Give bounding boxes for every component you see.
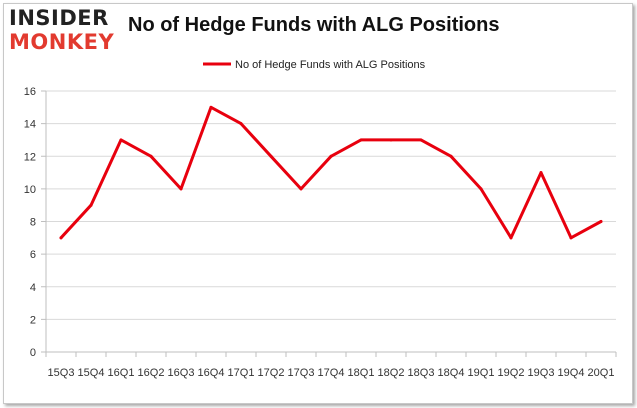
data-point (539, 171, 543, 175)
x-tick-label: 18Q2 (378, 367, 405, 379)
insider-monkey-logo: INSIDER MONKEY (9, 6, 119, 54)
y-tick-label: 6 (30, 249, 36, 261)
x-tick-label: 17Q1 (228, 367, 255, 379)
data-point (509, 236, 513, 240)
axes (41, 90, 617, 357)
x-tick-label: 16Q3 (168, 367, 195, 379)
y-tick-label: 0 (30, 347, 36, 359)
series-line (59, 105, 603, 240)
y-tick-label: 10 (24, 184, 36, 196)
y-tick-label: 8 (30, 217, 36, 229)
data-point (59, 236, 63, 240)
data-point (479, 187, 483, 191)
data-point (419, 138, 423, 142)
x-tick-label: 15Q3 (48, 367, 75, 379)
legend: No of Hedge Funds with ALG Positions (203, 59, 426, 71)
x-tick-label: 20Q1 (588, 367, 615, 379)
x-tick-label: 16Q4 (198, 367, 225, 379)
logo-line-1: INSIDER (9, 6, 109, 30)
y-tick-label: 4 (30, 282, 36, 294)
data-point (239, 122, 243, 126)
data-point (299, 187, 303, 191)
x-tick-label: 17Q4 (318, 367, 345, 379)
x-tick-label: 17Q2 (258, 367, 285, 379)
x-tick-label: 18Q1 (348, 367, 375, 379)
data-point (119, 138, 123, 142)
x-tick-labels: 15Q3 15Q4 16Q1 16Q2 16Q3 16Q4 17Q1 17Q2 17Q3 17Q4… (48, 367, 615, 379)
y-tick-label: 14 (24, 119, 36, 131)
x-tick-label: 18Q4 (438, 367, 465, 379)
x-tick-label: 19Q2 (498, 367, 525, 379)
data-point (329, 154, 333, 158)
y-tick-label: 16 (24, 86, 36, 98)
y-tick-labels: 0 2 4 6 8 10 12 14 16 (24, 86, 36, 359)
data-point (599, 220, 603, 223)
data-point (389, 138, 393, 142)
x-tick-label: 16Q1 (108, 367, 135, 379)
x-tick-label: 15Q4 (78, 367, 105, 379)
x-tick-label: 19Q1 (468, 367, 495, 379)
series (59, 105, 603, 240)
data-point (89, 203, 93, 207)
chart-title: No of Hedge Funds with ALG Positions (128, 14, 500, 36)
x-tick-label: 19Q4 (558, 367, 585, 379)
data-point (359, 138, 363, 142)
y-tick-label: 12 (24, 151, 36, 163)
y-tick-label: 2 (30, 314, 36, 326)
gridlines (46, 90, 616, 320)
x-tick-label: 16Q2 (138, 367, 165, 379)
legend-label: No of Hedge Funds with ALG Positions (235, 59, 426, 71)
data-point (209, 105, 213, 109)
x-tick-label: 18Q3 (408, 367, 435, 379)
data-point (269, 154, 273, 158)
x-tick-label: 17Q3 (288, 367, 315, 379)
x-tick-label: 19Q3 (528, 367, 555, 379)
data-point (149, 154, 153, 158)
data-point (569, 236, 573, 240)
logo-line-2: MONKEY (9, 30, 115, 54)
data-point (179, 187, 183, 191)
data-point (449, 154, 453, 158)
